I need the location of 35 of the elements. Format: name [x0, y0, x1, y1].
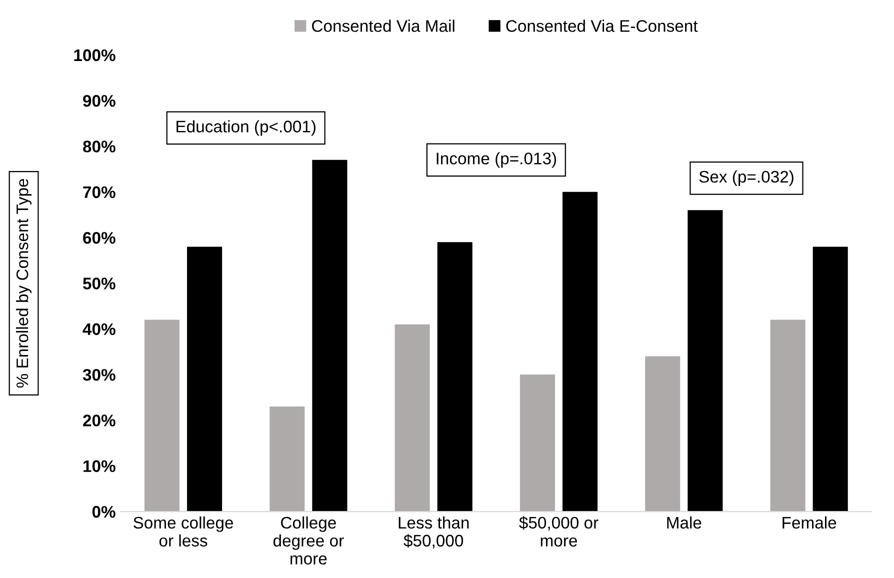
y-tick-label: 10% — [84, 460, 116, 472]
y-tick-label: 100% — [74, 49, 116, 62]
y-tick-label: 90% — [83, 94, 116, 107]
x-tick-label: Male — [667, 516, 702, 529]
bar — [312, 160, 348, 512]
y-tick-label: 80% — [83, 140, 116, 152]
bar — [562, 192, 598, 512]
x-tick-label: Some college or less — [134, 516, 234, 547]
bar — [437, 242, 472, 512]
bar — [394, 324, 430, 512]
bar — [520, 374, 555, 512]
y-tick-label: 60% — [83, 232, 116, 244]
annotation: Income (p=.013) — [436, 152, 556, 168]
legend-label: Consented Via E-Consent — [506, 20, 698, 32]
x-tick-label: Female — [782, 516, 836, 529]
x-tick-label: Less than $50,000 — [398, 516, 469, 549]
y-tick-label: 20% — [83, 414, 116, 426]
y-tick-label: 30% — [82, 368, 116, 381]
bar — [688, 210, 723, 512]
y-tick-label: 40% — [82, 323, 116, 336]
y-tick-label: 70% — [83, 186, 116, 198]
bar — [645, 356, 680, 512]
x-tick-label: College degree or more — [273, 516, 344, 565]
annotation: Education (p<.001) — [176, 120, 316, 136]
bar — [270, 406, 305, 512]
bar — [187, 246, 222, 512]
y-tick-label: 50% — [82, 278, 116, 290]
legend-label: Consented Via Mail — [312, 20, 454, 32]
bar — [144, 320, 180, 512]
y-tick-label: 0% — [92, 506, 116, 518]
x-tick-label: $50,000 or more — [519, 516, 598, 547]
annotation: Sex (p=.032) — [699, 170, 794, 186]
bar — [812, 246, 848, 512]
bar — [770, 320, 806, 512]
y-axis-title: % Enrolled by Consent Type — [16, 178, 32, 388]
